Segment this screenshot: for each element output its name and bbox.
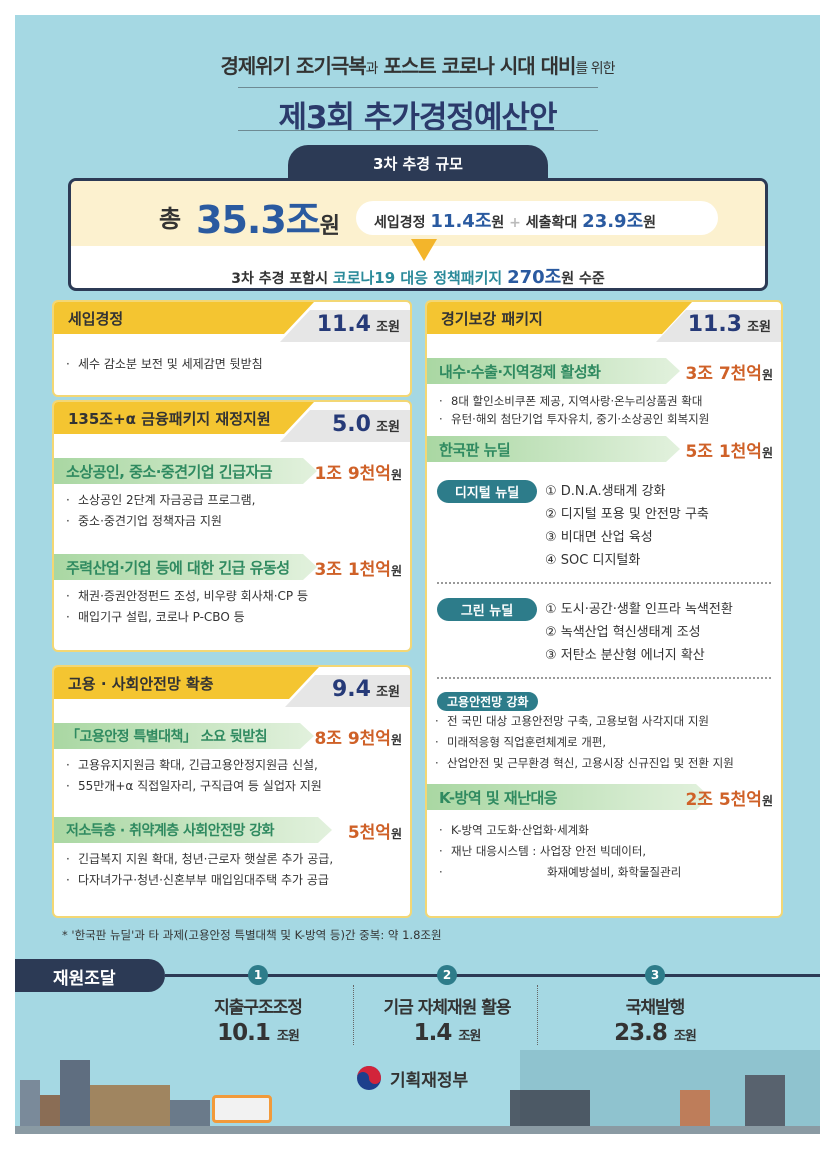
bullet: 전 국민 대상 고용안전망 구축, 고용보험 사각지대 지원 bbox=[435, 711, 781, 732]
bullet: 소상공인 2단계 자금공급 프로그램, bbox=[66, 490, 410, 511]
total-label: 총 bbox=[159, 205, 182, 233]
bullet-cont: 화재예방설비, 화학물질관리 bbox=[439, 862, 781, 883]
section-value: 9.4 조원 bbox=[285, 675, 410, 707]
food-truck-illustration bbox=[212, 1095, 272, 1123]
building-illustration bbox=[90, 1085, 170, 1126]
building-illustration bbox=[170, 1100, 210, 1126]
bullet-cont: 다자녀가구·청년·신혼부부 매입임대주택 추가 공급 bbox=[66, 870, 410, 891]
bullet-cont: 중소·중견기업 정책자금 지원 bbox=[66, 511, 410, 532]
bullet-cont: 산업안전 및 근무환경 혁신, 고용시장 신규진입 및 전환 지원 bbox=[435, 753, 781, 774]
divider bbox=[353, 985, 354, 1045]
bullet: 채권·증권안정펀드 조성, 비우량 회사채·CP 등 bbox=[66, 586, 410, 607]
green-new-deal: 그린 뉴딜 ① 도시·공간·생활 인프라 녹색전환 ② 녹색산업 혁신생태계 조성… bbox=[427, 598, 781, 667]
bullet-cont: 55만개+α 직접일자리, 구직급여 등 실업자 지원 bbox=[66, 776, 410, 797]
section-title: 세입경정 bbox=[54, 302, 314, 334]
header-subtitle: 경제위기 조기극복과 포스트 코로나 시대 대비를 위한 bbox=[220, 54, 615, 78]
bullet: K-방역 고도화·산업화·세계화 bbox=[439, 820, 781, 841]
total-value: 35.3조원 bbox=[196, 198, 340, 242]
bullet-cont: 매입기구 설립, 코로나 P-CBO 등 bbox=[66, 607, 410, 628]
ground bbox=[15, 1126, 820, 1134]
footnote: * '한국판 뉴딜'과 타 과제(고용안정 특별대책 및 K-방역 등)간 중복… bbox=[62, 928, 442, 942]
step-1-badge: 1 bbox=[248, 965, 268, 985]
funding-title: 재원조달 bbox=[15, 959, 165, 992]
bullet: 8대 할인소비쿠폰 제공, 지역사랑·온누리상품권 확대 bbox=[439, 392, 781, 410]
divider bbox=[238, 87, 598, 88]
ministry-logo: 기획재정부 bbox=[356, 1065, 468, 1091]
divider bbox=[437, 582, 771, 584]
arrow-down-icon bbox=[411, 239, 437, 261]
bullet: 세수 감소분 보전 및 세제감면 뒷받침 bbox=[66, 354, 410, 375]
funding-item: 국채발행 23.8 조원 bbox=[614, 998, 697, 1046]
total-box: 총 35.3조원 세입경정 11.4조원 + 세출확대 23.9조원 3차 추경… bbox=[68, 178, 768, 291]
section-employment: 고용 · 사회안전망 확충 9.4 조원 「고용안정 특별대책」 소요 뒷받침 8조… bbox=[52, 665, 412, 918]
bullet-cont: 재난 대응시스템 : 사업장 안전 빅데이터, bbox=[439, 841, 781, 862]
timeline-line bbox=[165, 974, 820, 977]
people-illustration bbox=[745, 1075, 785, 1126]
sub-heading: 내수·수출·지역경제 활성화 3조 7천억원 bbox=[427, 358, 781, 386]
people-illustration bbox=[680, 1090, 710, 1126]
divider bbox=[437, 677, 771, 679]
section-title: 고용 · 사회안전망 확충 bbox=[54, 667, 319, 699]
breakdown-pill: 세입경정 11.4조원 + 세출확대 23.9조원 bbox=[356, 201, 718, 235]
taegeuk-icon bbox=[357, 1066, 381, 1090]
sub-heading: K-방역 및 재난대응 2조 5천억원 bbox=[427, 784, 781, 812]
bullet-cont: 유턴·해외 첨단기업 투자유치, 중기·소상공인 회복지원 bbox=[439, 410, 781, 428]
package-summary: 3차 추경 포함시 코로나19 대응 정책패키지 270조원 수준 bbox=[231, 267, 605, 288]
section-title: 135조+α 금융패키지 재정지원 bbox=[54, 402, 314, 434]
bullet-cont: 미래적응형 직업훈련체계로 개편, bbox=[435, 732, 781, 753]
step-3-badge: 3 bbox=[645, 965, 665, 985]
sub-heading: 주력산업·기업 등에 대한 긴급 유동성 3조 1천억원 bbox=[54, 554, 410, 582]
funding-item: 기금 자체재원 활용 1.4 조원 bbox=[383, 998, 512, 1046]
scale-tab: 3차 추경 규모 bbox=[288, 145, 548, 181]
bullet: 고용유지지원금 확대, 긴급고용안정지원금 신설, bbox=[66, 755, 410, 776]
divider bbox=[537, 985, 538, 1045]
sub-heading: 소상공인, 중소·중견기업 긴급자금 1조 9천억원 bbox=[54, 458, 410, 486]
bullet: 긴급복지 지원 확대, 청년·근로자 햇살론 추가 공급, bbox=[66, 849, 410, 870]
building-illustration bbox=[20, 1080, 40, 1126]
sub-heading: 한국판 뉴딜 5조 1천억원 bbox=[427, 436, 781, 464]
divider bbox=[238, 130, 598, 131]
step-2-badge: 2 bbox=[437, 965, 457, 985]
employment-label: 고용안전망 강화 bbox=[437, 692, 539, 711]
digital-label: 디지털 뉴딜 bbox=[437, 480, 537, 503]
green-label: 그린 뉴딜 bbox=[437, 598, 537, 621]
funding-item: 지출구조조정 10.1 조원 bbox=[214, 998, 303, 1046]
section-title: 경기보강 패키지 bbox=[427, 302, 692, 334]
building-illustration bbox=[60, 1060, 90, 1126]
section-finance-package: 135조+α 금융패키지 재정지원 5.0 조원 소상공인, 중소·중견기업 긴급… bbox=[52, 400, 412, 652]
sub-heading: 저소득층 · 취약계층 사회안전망 강화 5천억원 bbox=[54, 817, 410, 845]
people-illustration bbox=[510, 1090, 590, 1126]
digital-new-deal: 디지털 뉴딜 ① D.N.A.생태계 강화 ② 디지털 포용 및 안전망 구축 ③ … bbox=[427, 480, 781, 572]
sub-heading: 「고용안정 특별대책」 소요 뒷받침 8조 9천억원 bbox=[54, 723, 410, 751]
